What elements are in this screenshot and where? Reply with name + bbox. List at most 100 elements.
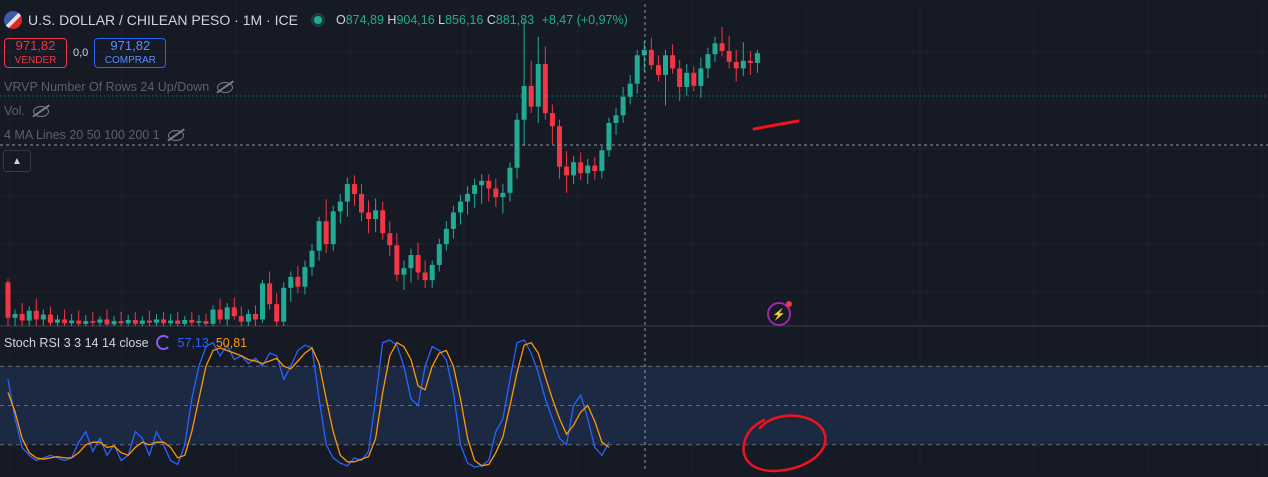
candle-down — [564, 166, 570, 176]
candle-up — [401, 268, 407, 275]
candle-up — [288, 276, 294, 288]
candle-up — [139, 320, 145, 324]
candle-down — [556, 126, 562, 167]
candle-down — [132, 319, 138, 324]
candle-up — [330, 211, 336, 245]
candle-up — [408, 255, 414, 269]
trade-panel: 971,82 VENDER 0,0 971,82 COMPRAR — [4, 38, 167, 68]
candle-down — [394, 245, 400, 275]
candle-down — [90, 321, 96, 323]
stoch-k-line — [7, 339, 610, 468]
hidden-eye-icon[interactable] — [167, 129, 184, 141]
candle-up — [712, 43, 718, 55]
stoch-d-line — [7, 341, 610, 467]
candle-up — [740, 60, 746, 69]
candle-up — [83, 321, 89, 324]
buy-button[interactable]: 971,82 COMPRAR — [94, 38, 167, 68]
indicator-vrvp[interactable]: VRVP Number Of Rows 24 Up/Down — [4, 80, 234, 94]
candle-down — [203, 321, 209, 324]
candle-down — [422, 272, 428, 281]
candle-down — [670, 55, 676, 69]
stoch-guides — [0, 365, 1268, 446]
usd-clp-flag-icon — [4, 11, 22, 29]
candle-down — [691, 72, 697, 86]
candle-down — [5, 282, 11, 318]
candle-down — [76, 320, 82, 324]
candle-down — [252, 313, 258, 320]
candle-down — [267, 283, 273, 305]
candle-down — [733, 61, 739, 69]
candle-down — [217, 309, 223, 320]
candle-up — [450, 212, 456, 229]
candle-down — [175, 320, 181, 324]
candle-up — [224, 307, 230, 320]
candle-up — [97, 319, 103, 323]
candle-up — [684, 72, 690, 87]
candle-up — [344, 184, 350, 202]
candle-down — [366, 212, 372, 220]
candle-up — [641, 49, 647, 56]
indicator-ma-lines[interactable]: 4 MA Lines 20 50 100 200 1 — [4, 128, 184, 142]
annotation-underline — [752, 119, 800, 131]
stoch-d-value: 50,81 — [215, 335, 248, 350]
candle-up — [663, 55, 669, 75]
candle-down — [33, 310, 39, 320]
candle-up — [620, 96, 626, 116]
candle-up — [507, 167, 513, 193]
candle-up — [12, 313, 18, 318]
candle-up — [196, 321, 202, 323]
candle-up — [302, 267, 308, 287]
candle-down — [380, 210, 386, 234]
candle-down — [648, 49, 654, 66]
candle-down — [578, 162, 584, 174]
stoch-lines — [7, 339, 610, 468]
candle-down — [189, 319, 195, 323]
stoch-rsi-legend[interactable]: Stoch RSI 3 3 14 14 close 57,13 50,81 — [4, 335, 247, 350]
candle-up — [182, 319, 188, 324]
candle-up — [443, 228, 449, 245]
candle-up — [599, 150, 605, 172]
candle-down — [62, 319, 68, 324]
candle-down — [655, 65, 661, 75]
candle-up — [69, 320, 75, 324]
candle-up — [316, 221, 322, 251]
collapse-indicators-button[interactable]: ▲ — [3, 150, 31, 172]
candle-down — [542, 64, 548, 114]
candle-down — [719, 43, 725, 51]
sync-icon[interactable] — [155, 335, 171, 350]
candle-down — [351, 184, 357, 194]
candle-down — [161, 319, 167, 324]
price-change: +8,47 (+0,97%) — [541, 13, 628, 27]
sell-button[interactable]: 971,82 VENDER — [4, 38, 67, 68]
bolt-icon[interactable]: ⚡ — [767, 301, 792, 326]
candle-up — [585, 165, 591, 174]
candle-up — [210, 309, 216, 324]
indicator-volume[interactable]: Vol. — [4, 104, 49, 118]
symbol-legend: U.S. DOLLAR / CHILEAN PESO · 1M · ICE O8… — [4, 11, 628, 29]
symbol-title[interactable]: U.S. DOLLAR / CHILEAN PESO · 1M · ICE — [28, 12, 298, 28]
hidden-eye-icon[interactable] — [32, 105, 49, 117]
candle-up — [125, 319, 131, 324]
candle-up — [168, 320, 174, 324]
candle-up — [754, 53, 760, 63]
candle-down — [677, 68, 683, 87]
candle-up — [606, 122, 612, 151]
annotation-circle — [742, 414, 827, 473]
candle-up — [698, 68, 704, 86]
candle-up — [535, 64, 541, 107]
candle-down — [118, 321, 124, 324]
candle-down — [231, 307, 237, 317]
candle-down — [387, 233, 393, 246]
candle-down — [146, 320, 152, 323]
candle-up — [479, 180, 485, 186]
candle-down — [415, 255, 421, 273]
candle-up — [309, 250, 315, 268]
candle-up — [373, 210, 379, 220]
candle-up — [705, 54, 711, 69]
candle-up — [472, 185, 478, 194]
candle-up — [281, 287, 287, 322]
hidden-eye-icon[interactable] — [217, 81, 234, 93]
candle-up — [245, 313, 251, 322]
candle-up — [514, 119, 520, 168]
